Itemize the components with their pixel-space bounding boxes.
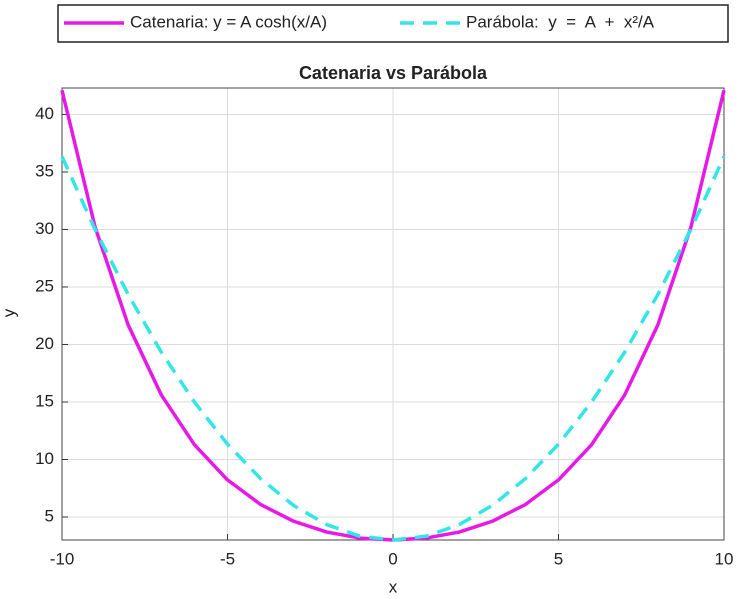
legend-box bbox=[57, 4, 729, 43]
x-tick-label: 10 bbox=[715, 549, 734, 568]
y-tick-label: 15 bbox=[35, 391, 54, 410]
legend-label: Parábola: y = A + x²/A bbox=[466, 12, 655, 31]
x-tick-label: -10 bbox=[50, 549, 75, 568]
y-tick-label: 30 bbox=[35, 219, 54, 238]
y-tick-label: 35 bbox=[35, 161, 54, 180]
y-tick-label: 5 bbox=[45, 506, 54, 525]
series-line bbox=[60, 155, 726, 542]
x-axis-label: x bbox=[389, 577, 398, 596]
y-tick-label: 40 bbox=[35, 104, 54, 123]
chart-title: Catenaria vs Parábola bbox=[299, 63, 488, 83]
y-tick-label: 25 bbox=[35, 276, 54, 295]
x-tick-label: -5 bbox=[220, 549, 235, 568]
y-tick-label: 20 bbox=[35, 334, 54, 353]
x-tick-label: 5 bbox=[554, 549, 563, 568]
x-tick-label: 0 bbox=[388, 549, 397, 568]
y-axis-label: y bbox=[0, 308, 18, 317]
legend-label: Catenaria: y = A cosh(x/A) bbox=[130, 12, 327, 31]
y-tick-label: 10 bbox=[35, 449, 54, 468]
